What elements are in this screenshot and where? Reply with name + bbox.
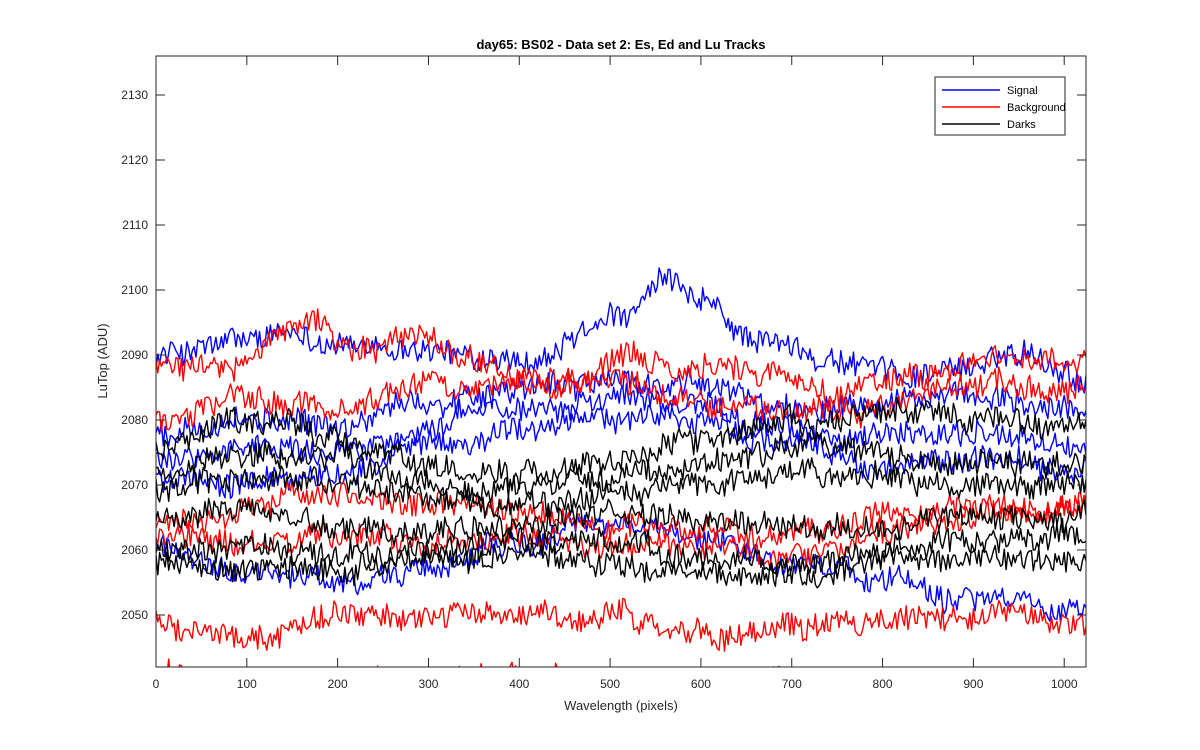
x-tick-label: 500 [600, 677, 620, 691]
series-line-background-5 [156, 308, 1086, 410]
series-line-darks-16 [156, 539, 1086, 589]
x-tick-label: 1000 [1051, 677, 1078, 691]
series-line-background-7 [156, 479, 1086, 551]
series-line-signal-3 [156, 404, 1086, 500]
legend-label-darks: Darks [1007, 119, 1036, 131]
legend-label-background: Background [1007, 102, 1066, 114]
series-line-darks-14 [156, 497, 1086, 546]
axis-ticks: 0 100 200 300 400 500 600 700 800 900 1000 2050 2060… [121, 56, 1086, 691]
y-tick-label: 2090 [121, 348, 148, 362]
y-axis-label: LuTop (ADU) [95, 323, 110, 398]
chart-title: day65: BS02 - Data set 2: Es, Ed and Lu … [476, 37, 765, 52]
series-line-signal-0 [156, 267, 1086, 394]
legend-box [934, 76, 1066, 136]
series-layer [156, 267, 1086, 667]
x-tick-label: 100 [237, 677, 257, 691]
y-tick-label: 2080 [121, 413, 148, 427]
x-tick-label: 700 [782, 677, 802, 691]
x-tick-label: 200 [328, 677, 348, 691]
series-line-background-6 [156, 366, 1086, 433]
series-line-darks-12 [156, 431, 1086, 507]
y-tick-label: 2130 [121, 88, 148, 102]
axes-box [155, 55, 1087, 668]
series-line-background-9 [156, 597, 1086, 652]
legend: Signal Background Darks [934, 76, 1066, 136]
x-tick-label: 0 [153, 677, 160, 691]
y-tick-label: 2110 [122, 218, 148, 232]
series-line-darks-15 [156, 517, 1086, 577]
x-tick-label: 800 [873, 677, 893, 691]
x-tick-label: 300 [418, 677, 438, 691]
series-line-darks-11 [156, 397, 1086, 490]
series-line-darks-13 [156, 457, 1086, 519]
series-line-signal-2 [156, 383, 1086, 471]
x-axis-label: Wavelength (pixels) [564, 698, 678, 713]
y-tick-label: 2050 [121, 608, 148, 622]
x-tick-label: 900 [963, 677, 983, 691]
x-tick-label: 600 [691, 677, 711, 691]
y-tick-label: 2120 [121, 153, 148, 167]
legend-label-signal: Signal [1007, 85, 1038, 97]
y-tick-label: 2070 [121, 478, 148, 492]
y-tick-label: 2060 [121, 543, 148, 557]
y-tick-label: 2100 [121, 283, 148, 297]
x-tick-label: 400 [509, 677, 529, 691]
